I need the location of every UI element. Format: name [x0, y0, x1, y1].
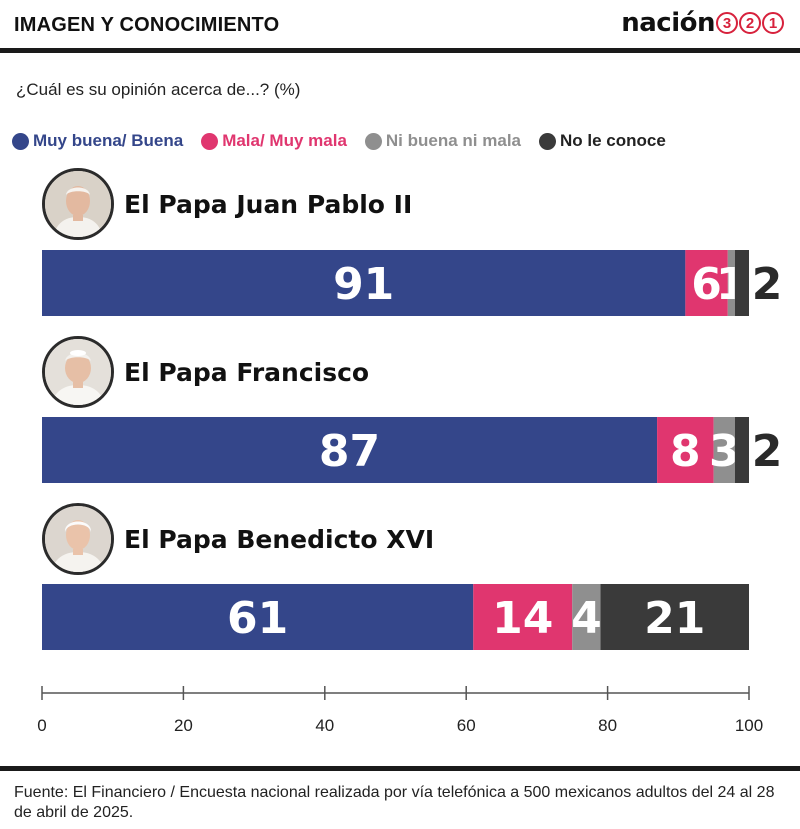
- data-label: 3: [709, 426, 740, 477]
- legend: Muy buena/ Buena Mala/ Muy mala Ni buena…: [12, 131, 684, 151]
- data-label: 6: [691, 259, 722, 310]
- bar-segment: [685, 250, 728, 316]
- data-label: 61: [227, 593, 288, 644]
- data-label: 2: [752, 259, 783, 310]
- bar-segment: [713, 417, 735, 483]
- x-tick-label: 100: [735, 716, 763, 735]
- header-title: IMAGEN Y CONOCIMIENTO: [14, 14, 280, 36]
- source-note: Fuente: El Financiero / Encuesta naciona…: [14, 784, 775, 821]
- brand-digit: 1: [762, 12, 784, 34]
- data-label: 14: [492, 593, 553, 644]
- brand-logo: nación 3 2 1: [621, 8, 784, 38]
- data-label: 87: [319, 426, 380, 477]
- portrait-benedicto-image: [42, 503, 114, 575]
- data-label: 2: [752, 426, 783, 477]
- brand-digit: 3: [716, 12, 738, 34]
- data-label: 21: [644, 593, 705, 644]
- data-label: 4: [571, 593, 602, 644]
- legend-dot: [364, 132, 382, 150]
- legend-dot: [12, 132, 29, 150]
- legend-dot: [539, 132, 556, 150]
- bar-segment: [734, 417, 749, 483]
- legend-item-unknown: No le conoce: [539, 131, 666, 151]
- person-name: El Papa Juan Pablo II: [124, 189, 413, 219]
- bottom-rule: [0, 766, 800, 771]
- person-francisco: El Papa Francisco: [42, 336, 369, 408]
- x-tick-label: 40: [315, 716, 334, 735]
- x-tick-label: 0: [37, 716, 46, 735]
- data-label: 1: [716, 259, 747, 310]
- bar-segment: [42, 417, 658, 483]
- x-tick-label: 60: [457, 716, 476, 735]
- legend-label: No le conoce: [560, 131, 666, 150]
- legend-label: Ni buena ni mala: [385, 131, 521, 150]
- chart-question: ¿Cuál es su opinión acerca de...? (%): [16, 80, 301, 99]
- person-name: El Papa Benedicto XVI: [124, 524, 435, 554]
- bar-segment: [657, 417, 714, 483]
- bar-segment: [572, 584, 601, 650]
- person-name: El Papa Francisco: [124, 357, 370, 387]
- legend-item-bad: Mala/ Muy mala: [201, 131, 347, 151]
- legend-item-good: Muy buena/ Buena: [12, 131, 183, 151]
- bar-segment: [473, 584, 573, 650]
- legend-label: Muy buena/ Buena: [33, 131, 184, 150]
- bar-segment: [734, 250, 749, 316]
- data-label: 91: [333, 259, 394, 310]
- person-benedicto: El Papa Benedicto XVI: [42, 503, 434, 575]
- x-tick-label: 80: [598, 716, 617, 735]
- legend-label: Mala/ Muy mala: [222, 131, 347, 150]
- x-tick-label: 20: [174, 716, 193, 735]
- brand-word: nación: [621, 8, 715, 38]
- bar-segment: [600, 584, 749, 650]
- person-juan-pablo: El Papa Juan Pablo II: [42, 168, 412, 240]
- bar-segment: [42, 584, 474, 650]
- data-label: 8: [670, 426, 701, 477]
- legend-item-neutral: Ni buena ni mala: [364, 131, 521, 151]
- bar-segment: [42, 250, 686, 316]
- legend-dot: [201, 132, 219, 150]
- portrait-francisco-image: [42, 336, 114, 408]
- top-rule: [0, 48, 800, 53]
- portrait-juan-pablo-image: [42, 168, 114, 240]
- brand-digit: 2: [739, 12, 761, 34]
- bar-segment: [727, 250, 735, 316]
